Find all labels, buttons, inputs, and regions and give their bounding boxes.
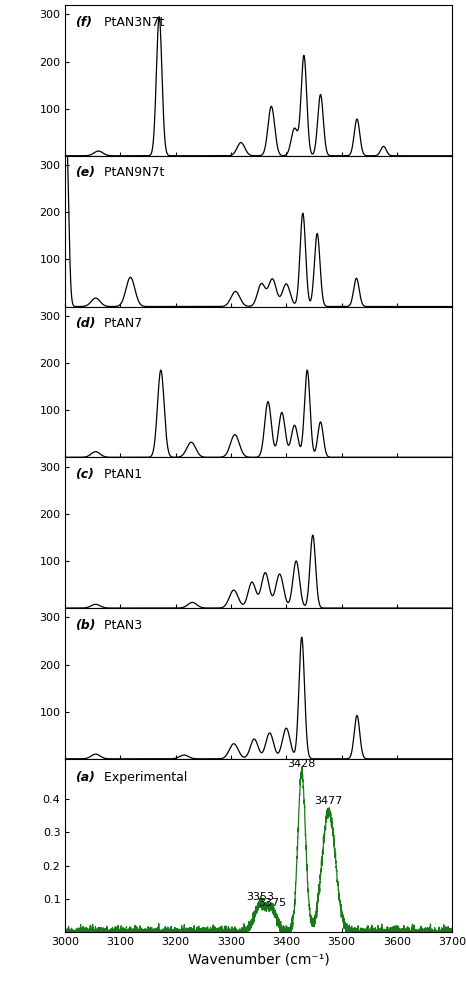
Text: (b): (b) (75, 618, 96, 632)
Text: (c): (c) (75, 468, 94, 481)
Text: Experimental: Experimental (101, 771, 188, 784)
Text: PtAN1: PtAN1 (101, 468, 143, 481)
Text: (a): (a) (75, 771, 95, 784)
Text: 3353: 3353 (247, 891, 274, 901)
Text: PtAN9N7t: PtAN9N7t (101, 166, 165, 179)
Text: 3428: 3428 (288, 760, 316, 770)
Text: PtAN3: PtAN3 (101, 618, 143, 632)
Text: (d): (d) (75, 317, 96, 330)
Text: 3375: 3375 (258, 897, 287, 907)
Text: PtAN7: PtAN7 (101, 317, 143, 330)
X-axis label: Wavenumber (cm⁻¹): Wavenumber (cm⁻¹) (188, 952, 329, 967)
Text: PtAN3N7t: PtAN3N7t (101, 16, 165, 29)
Text: (e): (e) (75, 166, 95, 179)
Text: 3477: 3477 (315, 797, 343, 807)
Text: (f): (f) (75, 16, 92, 29)
